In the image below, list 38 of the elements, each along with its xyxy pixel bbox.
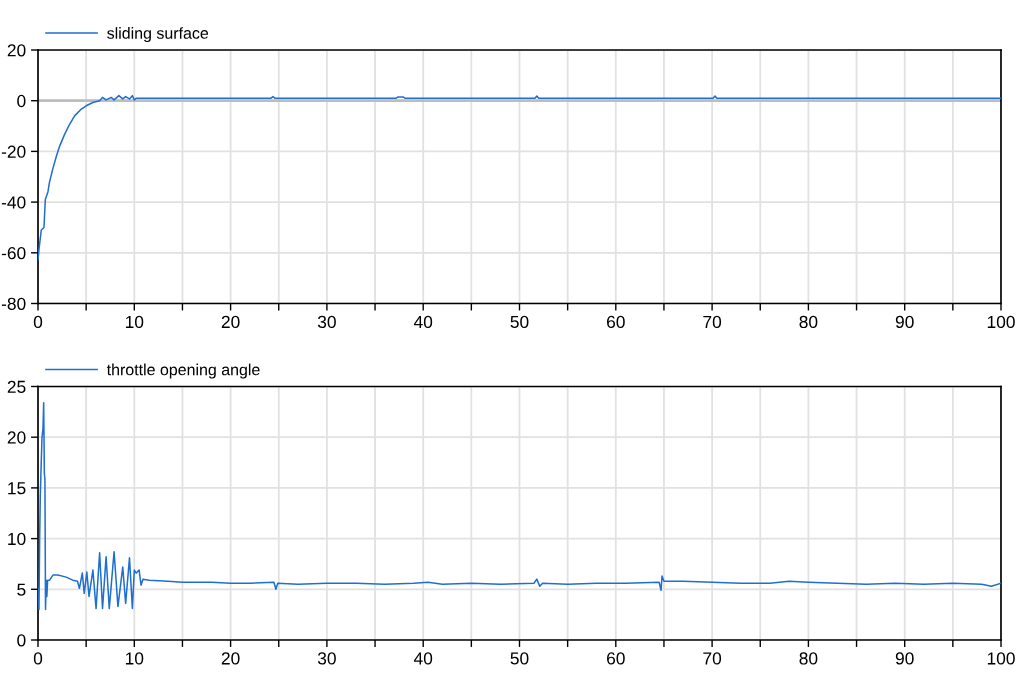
x-tick-label: 50 xyxy=(510,315,529,329)
x-tick-label: 40 xyxy=(413,315,433,329)
x-tick-label: 60 xyxy=(607,652,625,665)
legend-label: sliding surface xyxy=(107,27,209,43)
legend-label: throttle opening angle xyxy=(106,363,260,379)
x-tick-label: 0 xyxy=(33,315,43,329)
x-tick-label: 30 xyxy=(317,315,336,329)
x-tick-label: 20 xyxy=(221,315,240,329)
line-series xyxy=(38,401,1001,611)
y-tick-label: 5 xyxy=(17,583,26,596)
x-tick-label: 20 xyxy=(221,652,240,665)
y-tick-label: 20 xyxy=(7,431,26,444)
x-tick-label: 30 xyxy=(317,652,336,665)
y-tick-label: 0 xyxy=(17,94,26,108)
y-tick-label: 20 xyxy=(7,44,26,57)
x-tick-label: 100 xyxy=(987,652,1015,665)
x-tick-label: 80 xyxy=(799,315,818,329)
y-tick-label: 10 xyxy=(8,532,26,546)
x-tick-label: 40 xyxy=(413,652,433,665)
x-tick-label: 10 xyxy=(125,652,144,665)
x-tick-label: 90 xyxy=(895,315,914,329)
y-tick-label: -60 xyxy=(1,246,26,260)
x-tick-label: 60 xyxy=(607,315,625,329)
y-tick-label: 15 xyxy=(8,482,26,495)
y-tick-label: -80 xyxy=(1,297,26,310)
x-tick-label: 80 xyxy=(799,652,818,665)
x-tick-label: 70 xyxy=(703,652,722,665)
x-tick-label: 10 xyxy=(125,315,144,329)
x-tick-label: 90 xyxy=(895,652,914,665)
y-tick-label: 25 xyxy=(7,380,26,393)
y-tick-label: -40 xyxy=(1,196,26,209)
line-series xyxy=(38,94,1001,261)
x-tick-label: 100 xyxy=(987,315,1015,329)
y-tick-label: 0 xyxy=(17,634,26,647)
x-tick-label: 50 xyxy=(510,652,529,665)
x-tick-label: 0 xyxy=(33,652,43,665)
y-tick-label: -20 xyxy=(1,145,26,158)
x-tick-label: 70 xyxy=(703,315,722,329)
